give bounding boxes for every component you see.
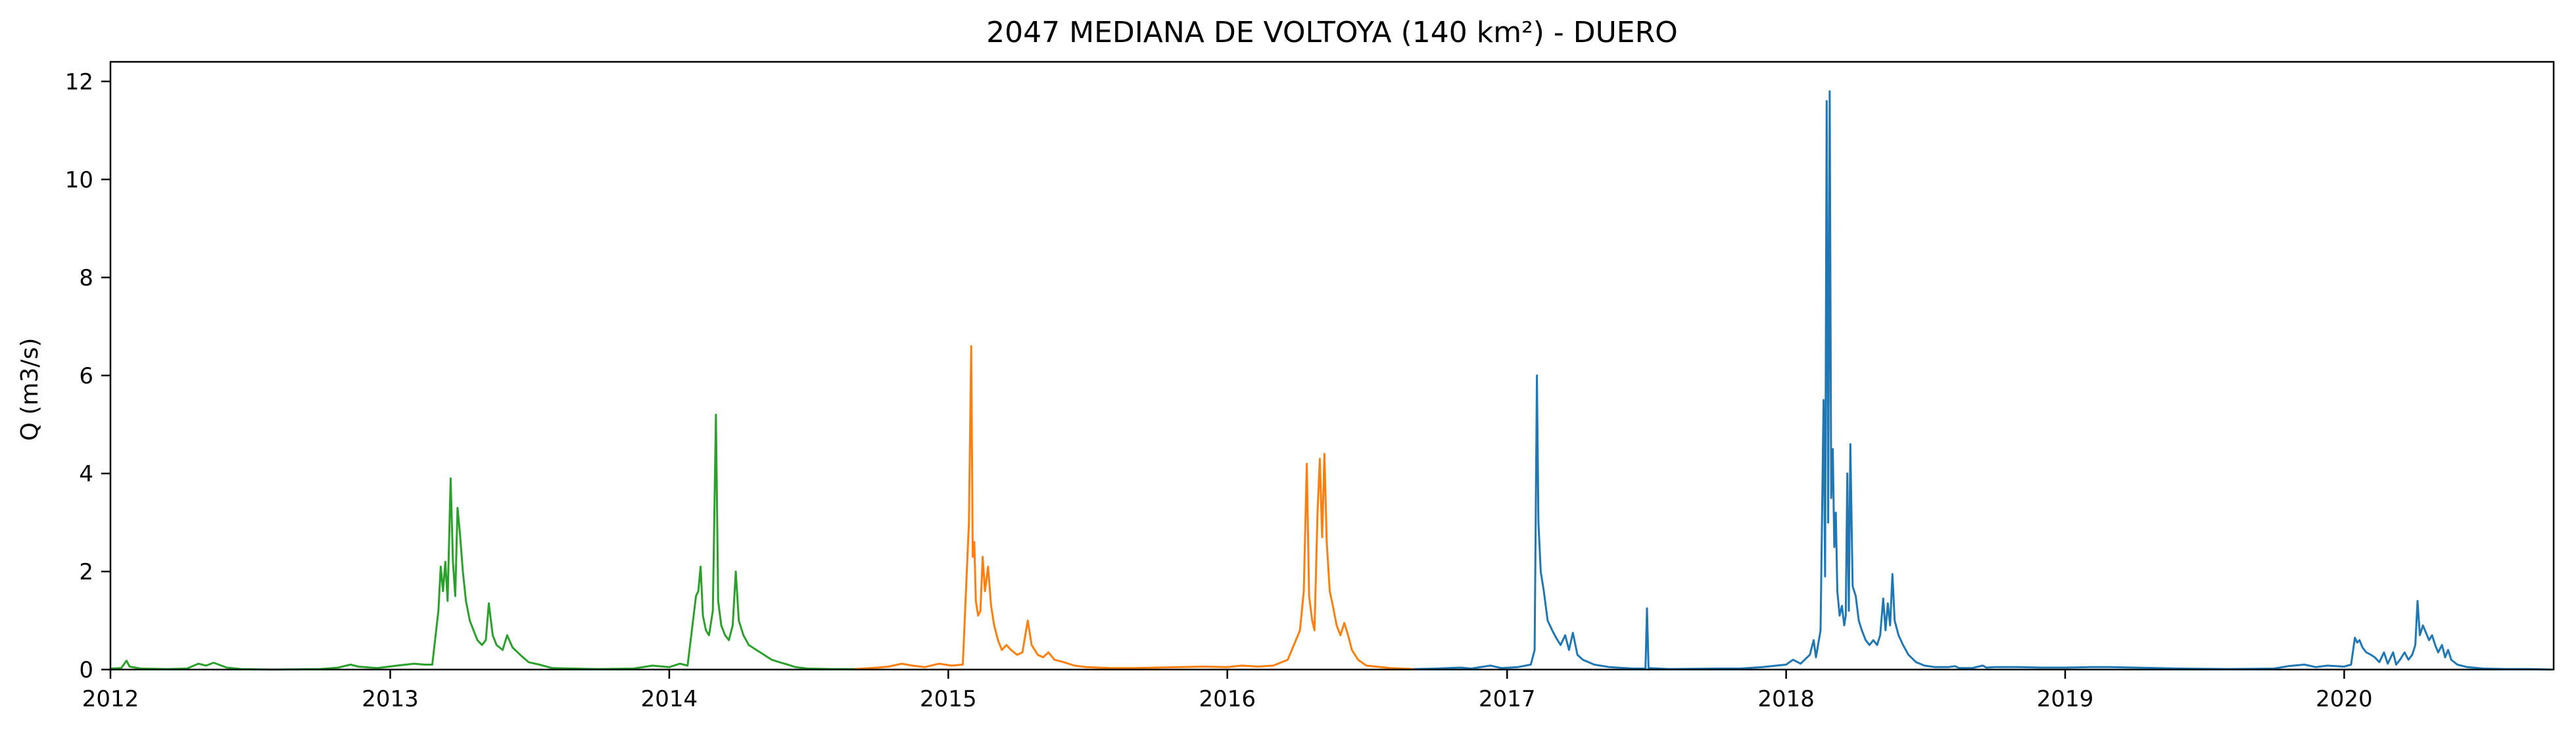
x-tick-label: 2012 <box>82 686 139 712</box>
y-tick-label: 4 <box>79 461 93 487</box>
x-tick-label: 2020 <box>2316 686 2373 712</box>
chart-title: 2047 MEDIANA DE VOLTOYA (140 km²) - DUER… <box>986 16 1678 49</box>
series-line-1 <box>110 414 855 671</box>
y-axis-label: Q (m3/s) <box>16 338 43 441</box>
x-tick-label: 2018 <box>1757 686 1815 712</box>
x-tick-label: 2014 <box>641 686 698 712</box>
y-tick-label: 6 <box>79 363 93 389</box>
x-tick-label: 2017 <box>1479 686 1536 712</box>
y-tick-label: 8 <box>79 265 93 291</box>
series-line-2 <box>855 345 1414 670</box>
y-tick-label: 12 <box>65 69 93 95</box>
x-tick-label: 2019 <box>2037 686 2094 712</box>
x-tick-label: 2013 <box>362 686 419 712</box>
x-tick-label: 2016 <box>1199 686 1256 712</box>
series-line-3 <box>1414 90 2552 671</box>
series-layer <box>110 90 2552 671</box>
plot-frame <box>109 61 2555 671</box>
y-tick-label: 0 <box>79 657 93 683</box>
y-tick-label: 10 <box>65 167 93 193</box>
x-tick-label: 2015 <box>920 686 977 712</box>
axis-layer: 2012 2013 2014 2015 2016 2017 2018 2019 2020 0 2 4 6… <box>65 69 2373 712</box>
y-tick-label: 2 <box>79 559 93 585</box>
